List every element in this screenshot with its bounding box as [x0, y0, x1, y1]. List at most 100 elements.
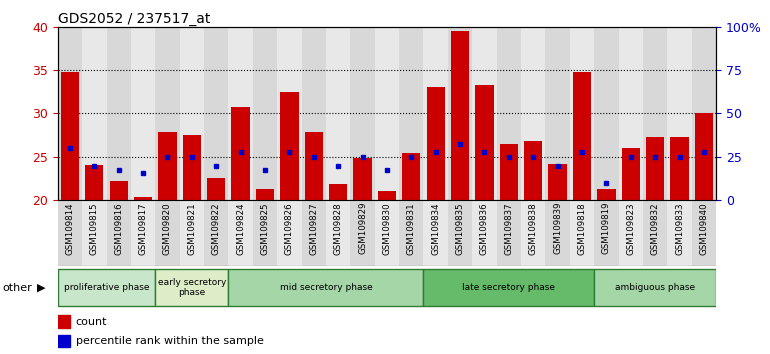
Bar: [524, 141, 542, 200]
Text: GSM109831: GSM109831: [407, 202, 416, 255]
Text: GSM109824: GSM109824: [236, 202, 245, 255]
Bar: [375, 27, 399, 200]
Bar: [691, 27, 716, 200]
Bar: [277, 200, 302, 266]
Bar: [399, 200, 424, 266]
Bar: [350, 27, 375, 200]
Bar: [399, 27, 424, 200]
Bar: [179, 27, 204, 200]
Bar: [277, 27, 302, 200]
Bar: [353, 158, 372, 200]
FancyBboxPatch shape: [156, 269, 229, 306]
Text: GSM109833: GSM109833: [675, 202, 684, 255]
Bar: [256, 189, 274, 200]
Text: GSM109829: GSM109829: [358, 202, 367, 255]
Bar: [159, 132, 176, 200]
Bar: [156, 200, 179, 266]
Text: GSM109830: GSM109830: [383, 202, 391, 255]
Bar: [500, 144, 518, 200]
Text: GSM109836: GSM109836: [480, 202, 489, 255]
Bar: [573, 72, 591, 200]
Bar: [326, 200, 350, 266]
Bar: [326, 27, 350, 200]
Bar: [305, 132, 323, 200]
Bar: [451, 31, 469, 200]
Bar: [594, 200, 618, 266]
Bar: [350, 200, 375, 266]
Bar: [85, 165, 103, 200]
Text: GSM109822: GSM109822: [212, 202, 221, 255]
Bar: [570, 27, 594, 200]
Text: GSM109825: GSM109825: [260, 202, 269, 255]
Bar: [302, 200, 326, 266]
Text: GSM109837: GSM109837: [504, 202, 514, 255]
Bar: [472, 200, 497, 266]
Bar: [329, 183, 347, 200]
Bar: [280, 92, 299, 200]
Bar: [643, 200, 668, 266]
Bar: [204, 27, 229, 200]
Text: GSM109823: GSM109823: [626, 202, 635, 255]
Bar: [475, 85, 494, 200]
Text: other: other: [2, 282, 32, 293]
Bar: [497, 200, 521, 266]
Bar: [82, 27, 106, 200]
Text: GSM109816: GSM109816: [114, 202, 123, 255]
Bar: [302, 27, 326, 200]
Bar: [424, 200, 448, 266]
Bar: [156, 27, 179, 200]
Bar: [618, 200, 643, 266]
Bar: [545, 200, 570, 266]
Text: GSM109815: GSM109815: [90, 202, 99, 255]
Bar: [375, 200, 399, 266]
Text: GDS2052 / 237517_at: GDS2052 / 237517_at: [58, 12, 210, 25]
FancyBboxPatch shape: [424, 269, 594, 306]
Bar: [131, 27, 156, 200]
Bar: [253, 27, 277, 200]
Text: GSM109827: GSM109827: [310, 202, 318, 255]
Bar: [229, 27, 253, 200]
Text: late secretory phase: late secretory phase: [462, 283, 555, 292]
Bar: [253, 200, 277, 266]
Text: GSM109820: GSM109820: [163, 202, 172, 255]
Text: proliferative phase: proliferative phase: [64, 283, 149, 292]
FancyBboxPatch shape: [229, 269, 424, 306]
Text: GSM109819: GSM109819: [602, 202, 611, 255]
Bar: [402, 153, 420, 200]
Bar: [598, 189, 615, 200]
Bar: [691, 200, 716, 266]
Bar: [58, 335, 71, 347]
Bar: [695, 113, 713, 200]
Bar: [109, 181, 128, 200]
Bar: [668, 200, 691, 266]
Bar: [448, 27, 472, 200]
Text: count: count: [75, 316, 107, 327]
Bar: [58, 200, 82, 266]
Bar: [621, 148, 640, 200]
Bar: [521, 200, 545, 266]
Bar: [61, 72, 79, 200]
Text: ambiguous phase: ambiguous phase: [615, 283, 695, 292]
Text: GSM109817: GSM109817: [139, 202, 148, 255]
Bar: [58, 27, 82, 200]
Bar: [207, 178, 226, 200]
Bar: [106, 27, 131, 200]
Bar: [378, 191, 396, 200]
Bar: [448, 200, 472, 266]
Bar: [646, 137, 665, 200]
Bar: [643, 27, 668, 200]
Bar: [204, 200, 229, 266]
Text: GSM109826: GSM109826: [285, 202, 294, 255]
Bar: [179, 200, 204, 266]
Bar: [58, 315, 71, 328]
Bar: [618, 27, 643, 200]
Bar: [424, 27, 448, 200]
Bar: [548, 165, 567, 200]
Text: GSM109835: GSM109835: [456, 202, 464, 255]
Text: GSM109832: GSM109832: [651, 202, 660, 255]
Text: GSM109834: GSM109834: [431, 202, 440, 255]
Text: GSM109821: GSM109821: [187, 202, 196, 255]
Text: GSM109840: GSM109840: [699, 202, 708, 255]
Text: percentile rank within the sample: percentile rank within the sample: [75, 336, 263, 346]
Text: ▶: ▶: [37, 282, 45, 293]
